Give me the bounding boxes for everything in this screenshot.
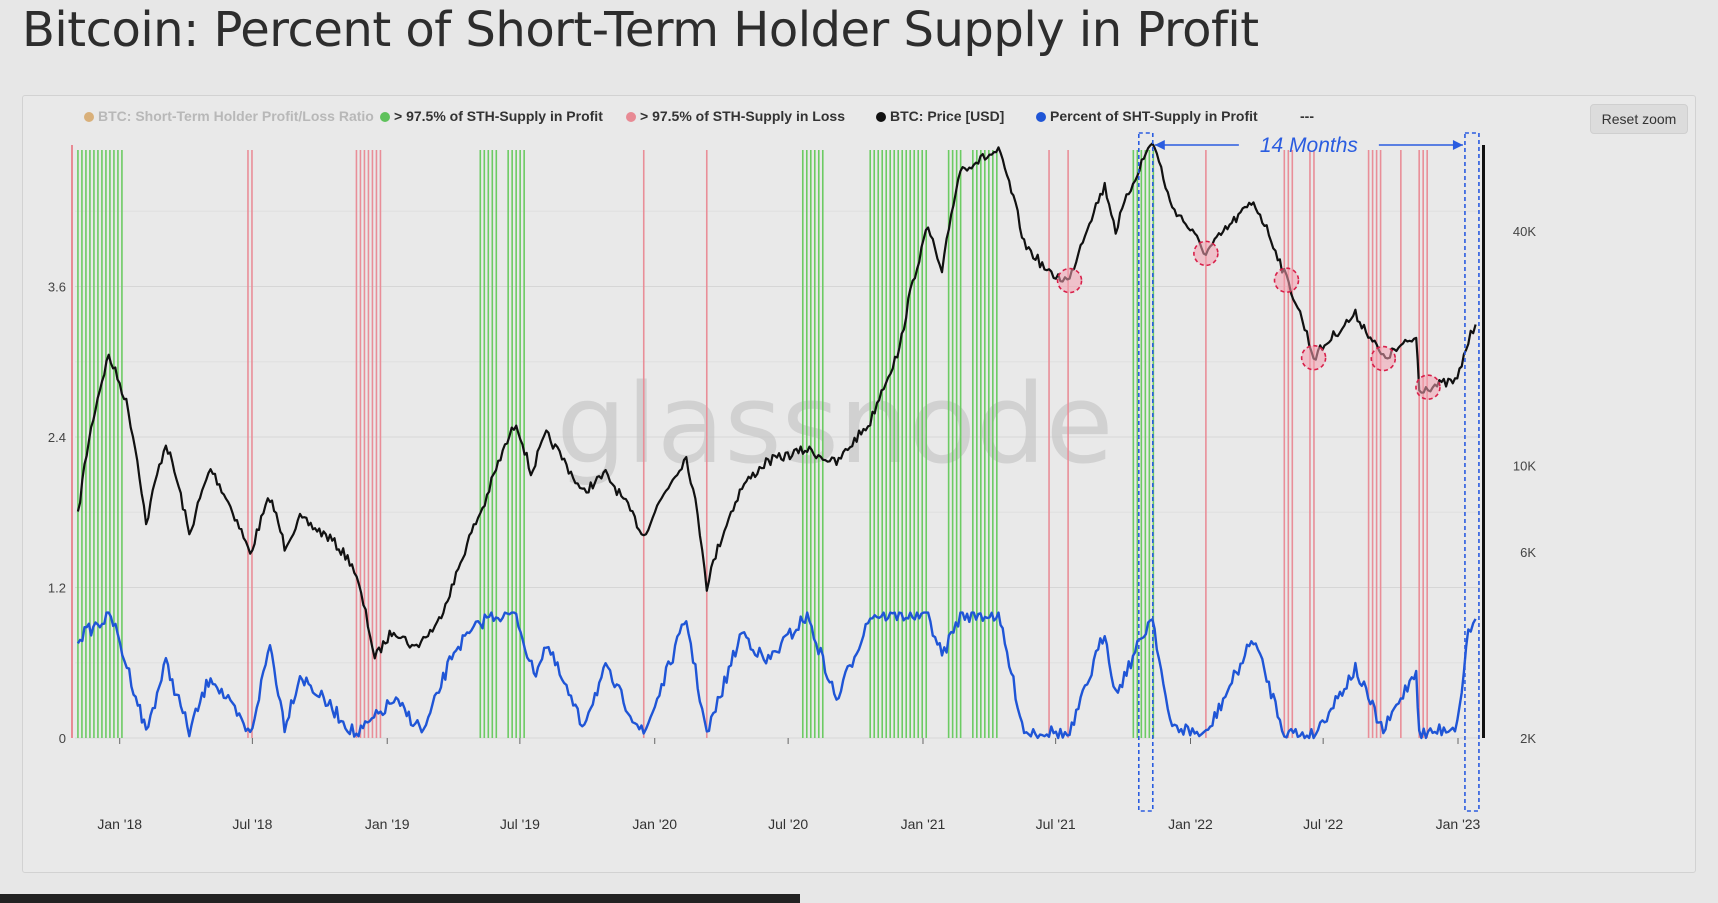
x-tick-label: Jul '18 (232, 816, 272, 832)
y-left-tick-label: 3.6 (48, 280, 66, 295)
chart-panel (22, 95, 1696, 873)
annotation-circle (1056, 267, 1083, 294)
annotation-circle (1370, 345, 1397, 372)
y-right-tick-label: 40K (1513, 224, 1536, 239)
annotation-box-end (1464, 132, 1480, 812)
x-tick-label: Jul '21 (1036, 816, 1076, 832)
legend-item[interactable]: --- (1300, 108, 1314, 124)
x-tick-label: Jan '19 (365, 816, 410, 832)
source-strip (0, 894, 800, 903)
arrowhead-right (1452, 140, 1463, 150)
legend-label: > 97.5% of STH-Supply in Loss (640, 108, 845, 124)
x-tick-label: Jul '22 (1303, 816, 1343, 832)
y-right-tick-label: 2K (1520, 731, 1536, 746)
legend-label: Percent of SHT-Supply in Profit (1050, 108, 1258, 124)
y-left-tick-label: 1.2 (48, 581, 66, 596)
legend-label: BTC: Price [USD] (890, 108, 1004, 124)
right-axis-bar (1482, 145, 1485, 738)
x-tick-label: Jan '22 (1168, 816, 1213, 832)
arrowhead-left (1154, 140, 1165, 150)
legend-item[interactable]: BTC: Short-Term Holder Profit/Loss Ratio (84, 108, 374, 124)
page-title: Bitcoin: Percent of Short-Term Holder Su… (22, 2, 1259, 58)
y-right-tick-label: 10K (1513, 458, 1536, 473)
x-tick-label: Jan '20 (632, 816, 677, 832)
sth-profit-series-line (76, 611, 1477, 740)
legend-swatch (876, 112, 886, 122)
y-right-tick-label: 6K (1520, 545, 1536, 560)
annotation-circle (1300, 344, 1327, 371)
legend-item[interactable]: BTC: Price [USD] (876, 108, 1004, 124)
annotation-box-start (1137, 132, 1154, 812)
legend-label: BTC: Short-Term Holder Profit/Loss Ratio (98, 108, 374, 124)
price-series-line (76, 142, 1477, 660)
legend-label: --- (1300, 108, 1314, 124)
y-left-tick-label: 2.4 (48, 430, 66, 445)
annotation-circle (1273, 267, 1300, 293)
x-tick-label: Jan '18 (97, 816, 142, 832)
legend-swatch (84, 112, 94, 122)
annotation-label: 14 Months (1260, 134, 1359, 157)
legend-swatch (380, 112, 390, 122)
legend-item[interactable]: Percent of SHT-Supply in Profit (1036, 108, 1258, 124)
x-tick-label: Jul '19 (500, 816, 540, 832)
x-tick-label: Jul '20 (768, 816, 808, 832)
annotation-circle (1415, 374, 1441, 400)
legend-item[interactable]: > 97.5% of STH-Supply in Loss (626, 108, 845, 124)
legend-item[interactable]: > 97.5% of STH-Supply in Profit (380, 108, 603, 124)
legend-label: > 97.5% of STH-Supply in Profit (394, 108, 603, 124)
watermark: glassnode (557, 360, 1114, 488)
legend-swatch (1036, 112, 1046, 122)
x-tick-label: Jan '21 (901, 816, 946, 832)
y-left-tick-label: 0 (59, 731, 66, 746)
reset-zoom-button[interactable]: Reset zoom (1590, 104, 1688, 134)
annotation-circle (1193, 240, 1219, 267)
legend-swatch (626, 112, 636, 122)
x-tick-label: Jan '23 (1436, 816, 1481, 832)
